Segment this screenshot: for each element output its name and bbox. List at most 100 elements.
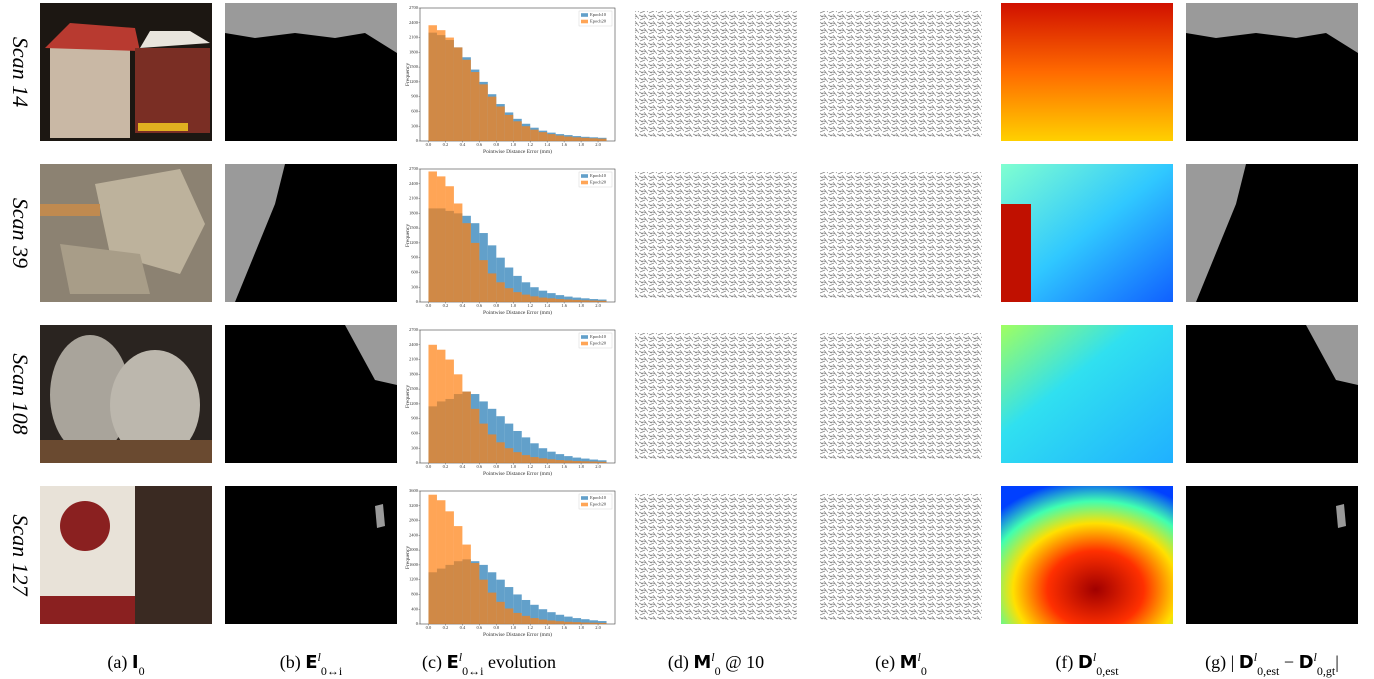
bar	[470, 563, 480, 624]
caption-part: @ 10	[721, 652, 765, 672]
map-texture	[820, 494, 982, 620]
x-tick-label: 0.8	[493, 303, 499, 308]
histogram: 0 300 600 900 1200 1500 1800 2100 2400 2700 0.0 0.2…	[405, 327, 616, 477]
y-tick-label: 900	[411, 94, 419, 99]
x-tick-label: 1.0	[510, 464, 516, 469]
bar	[496, 442, 505, 463]
bar	[538, 458, 548, 463]
bar	[547, 451, 556, 463]
map-region	[225, 164, 285, 302]
error-map	[225, 164, 397, 302]
stripe	[40, 596, 135, 624]
x-tick-label: 1.6	[561, 625, 567, 630]
y-tick-label: 2400	[409, 532, 419, 537]
building	[50, 43, 130, 138]
row-label: Scan 14	[8, 37, 33, 107]
y-tick-label: 2700	[409, 166, 419, 171]
caption-part: l	[1314, 650, 1318, 664]
y-tick-label: 1800	[409, 210, 419, 215]
histogram: 0 300 600 900 1200 1500 1800 2100 2400 2700 0.0 0.2…	[405, 5, 616, 155]
bar	[513, 121, 522, 141]
statue	[50, 335, 130, 455]
bar	[496, 282, 505, 302]
legend-swatch	[581, 180, 588, 185]
stone	[60, 244, 150, 294]
bar	[572, 461, 582, 463]
bar	[504, 423, 514, 463]
y-axis-label: Frequency	[405, 385, 411, 408]
x-tick-label: 1.0	[510, 625, 516, 630]
bar	[547, 134, 556, 141]
bar	[547, 612, 556, 624]
caption-part: E	[447, 652, 459, 673]
bar	[445, 359, 454, 463]
x-tick-label: 0.6	[477, 625, 483, 630]
y-tick-label: 2400	[409, 181, 419, 186]
y-tick-label: 1800	[409, 49, 419, 54]
match-map	[630, 3, 802, 141]
x-tick-label: 0.4	[460, 625, 466, 630]
caption: (a) I0	[107, 652, 144, 678]
y-tick-label: 1200	[409, 577, 419, 582]
bar	[436, 500, 446, 624]
bar	[598, 300, 607, 302]
legend-swatch	[581, 335, 588, 339]
bar	[530, 618, 539, 624]
error-map	[1186, 325, 1358, 463]
building	[135, 48, 210, 133]
x-tick-label: 1.4	[544, 142, 550, 147]
y-tick-label: 600	[411, 430, 419, 435]
y-tick-label: 300	[411, 284, 419, 289]
bar	[453, 47, 463, 141]
y-tick-label: 2000	[409, 547, 419, 552]
x-tick-label: 0.2	[443, 142, 449, 147]
bar	[479, 84, 488, 141]
bar	[453, 374, 463, 463]
bar	[428, 494, 437, 624]
bar	[504, 267, 514, 302]
bar	[589, 300, 599, 302]
bar	[496, 106, 505, 141]
bar	[513, 275, 522, 302]
bar	[462, 544, 471, 624]
y-tick-label: 300	[411, 445, 419, 450]
bar	[470, 408, 480, 463]
legend-swatch	[581, 496, 588, 500]
bar	[436, 176, 446, 302]
x-axis-label: Pointwise Distance Error (mm)	[483, 470, 552, 477]
y-tick-label: 3200	[409, 503, 419, 508]
bar	[547, 298, 556, 302]
depth-map	[1001, 486, 1173, 624]
bar	[581, 619, 590, 624]
x-tick-label: 1.6	[561, 464, 567, 469]
x-tick-label: 1.4	[544, 303, 550, 308]
match-map	[630, 486, 802, 624]
x-tick-label: 0.6	[477, 142, 483, 147]
bar	[521, 294, 531, 302]
bar	[598, 622, 607, 624]
y-tick-label: 1500	[409, 386, 419, 391]
map-texture	[820, 11, 982, 137]
bar	[581, 137, 590, 141]
map-texture	[820, 333, 982, 459]
bar	[504, 448, 514, 463]
bar	[428, 344, 437, 463]
map-texture	[635, 11, 797, 137]
row-label: Scan 108	[8, 353, 33, 434]
bar	[581, 300, 590, 302]
table	[40, 440, 212, 463]
bar	[530, 443, 539, 463]
x-tick-label: 2.0	[595, 464, 601, 469]
bar	[572, 618, 582, 624]
x-tick-label: 0.6	[477, 303, 483, 308]
caption-part: l	[459, 650, 463, 664]
caption-part: E	[305, 652, 317, 673]
bar	[530, 457, 539, 463]
y-tick-label: 1500	[409, 64, 419, 69]
bar	[487, 273, 497, 302]
map-texture	[635, 172, 797, 298]
bar	[513, 452, 522, 463]
bar	[470, 242, 480, 302]
caption-part: 0,est	[1096, 664, 1119, 678]
